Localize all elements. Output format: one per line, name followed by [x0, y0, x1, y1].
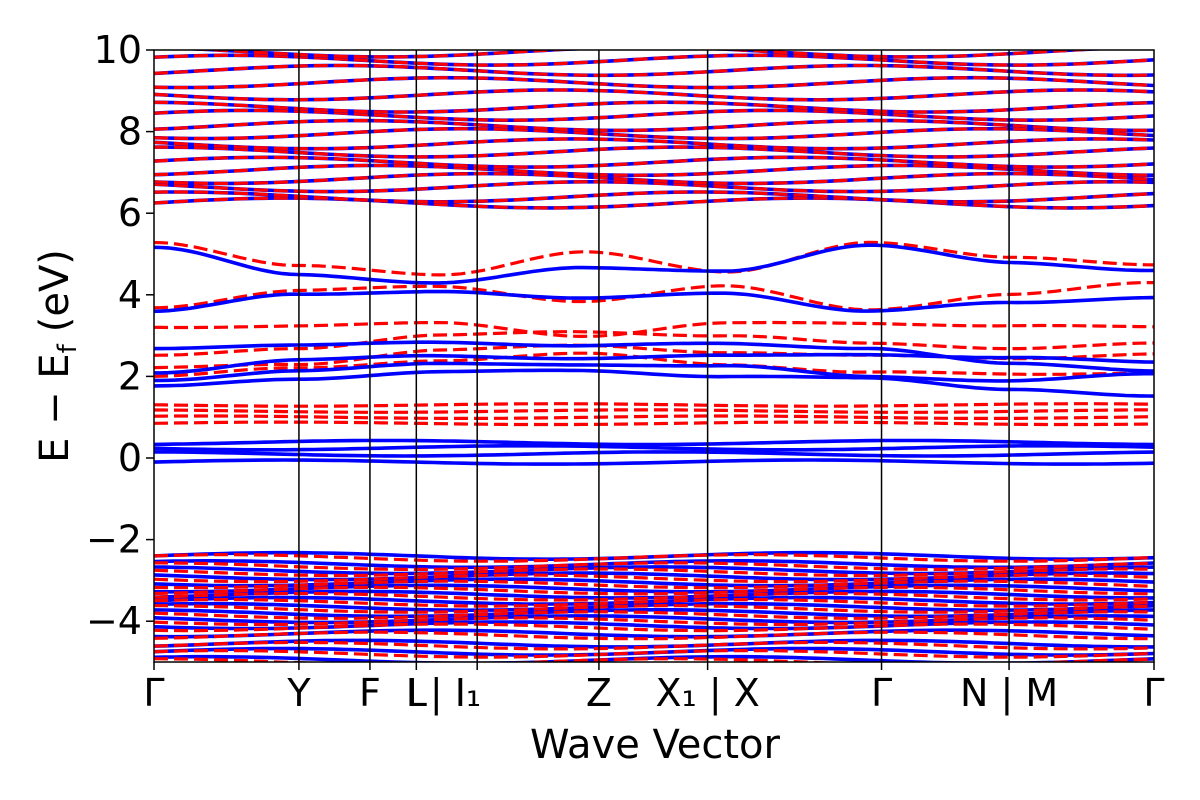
band-flat-dashed-0	[154, 420, 1154, 427]
band-valence-dashed-5	[154, 585, 1154, 596]
band-upper-dashed-11	[154, 100, 1154, 114]
x-tick-label-1: Y	[286, 671, 311, 715]
band-valence-dashed-9	[154, 610, 1154, 620]
y-axis-ticks: −4 −2 0 2 4 6 8 10	[86, 28, 154, 643]
band-conduction-solid-2	[154, 352, 1154, 375]
band-upper-dashed-15	[154, 53, 1154, 67]
y-tick-label-2: 0	[118, 436, 142, 480]
band-conduction-solid-3	[154, 340, 1154, 373]
band-valence-dashed-12	[154, 630, 1154, 641]
x-tick-label-6: X₁ | X	[655, 671, 759, 716]
band-upper-dashed-8	[154, 127, 1154, 141]
band-upper-dashed-5	[154, 155, 1154, 169]
band-conduction-solid-1	[154, 361, 1154, 383]
band-conduction-solid-5	[154, 243, 1154, 285]
y-axis-label: E − Ef (eV)	[32, 249, 83, 463]
band-upper-dashed-3	[154, 171, 1154, 185]
x-tick-label-0: Γ	[143, 671, 164, 715]
band-upper-dashed-12	[154, 88, 1154, 102]
band-upper-dashed-14	[154, 63, 1154, 77]
bands-group	[154, 50, 1154, 662]
band-valence-dashed-11	[154, 622, 1154, 633]
band-upper-dashed-10	[154, 108, 1154, 122]
x-tick-label-4: I | I₁	[407, 671, 482, 716]
band-valence-dashed-10	[154, 616, 1154, 627]
band-flat-solid-1	[154, 450, 1154, 458]
band-valence-dashed-2	[154, 567, 1154, 578]
band-conduction-dashed-5	[154, 240, 1154, 277]
y-axis-label-unit: (eV)	[32, 249, 78, 332]
band-flat-dashed-1	[154, 414, 1154, 420]
band-upper-dashed-1	[154, 190, 1154, 204]
x-axis-ticks: Γ Y F LI | I₁ Z X₁ | X Γ N | M Γ	[143, 662, 1165, 716]
x-axis-label: Wave Vector	[530, 722, 781, 768]
band-upper-dashed-13	[154, 76, 1154, 90]
band-conduction-dashed-0	[154, 351, 1154, 378]
band-upper-dashed-4	[154, 163, 1154, 177]
band-flat-dashed-3	[154, 402, 1154, 408]
x-tick-label-9: Γ	[1143, 671, 1164, 715]
y-tick-label-0: −4	[86, 599, 142, 643]
plot-frame	[153, 49, 1155, 663]
x-tick-label-7: Γ	[871, 671, 892, 715]
band-conduction-dashed-2	[154, 330, 1154, 357]
band-conduction-dashed-4	[154, 281, 1154, 312]
band-flat-solid-3	[154, 438, 1154, 447]
x-tick-label-2: F	[359, 671, 381, 715]
y-axis-label-sub: f	[53, 343, 83, 353]
band-valence-dashed-7	[154, 598, 1154, 608]
band-flat-solid-2	[154, 444, 1154, 452]
band-flat-solid-0	[154, 458, 1154, 466]
band-valence-dashed-15	[154, 657, 1154, 662]
band-conduction-solid-4	[154, 289, 1154, 314]
y-axis-label-main: E − E	[32, 353, 78, 463]
band-conduction-dashed-3	[154, 320, 1154, 339]
band-upper-dashed-2	[154, 180, 1154, 194]
kpoint-separators	[298, 50, 1010, 662]
y-tick-label-5: 6	[118, 191, 142, 235]
y-tick-label-7: 10	[94, 28, 142, 72]
band-valence-dashed-3	[154, 573, 1154, 584]
band-valence-dashed-14	[154, 649, 1154, 659]
band-flat-dashed-2	[154, 408, 1154, 414]
band-valence-dashed-6	[154, 591, 1154, 602]
band-upper-dashed-7	[154, 137, 1154, 151]
y-tick-label-4: 4	[118, 273, 142, 317]
band-conduction-solid-0	[154, 368, 1154, 398]
y-tick-label-1: −2	[86, 518, 142, 562]
band-valence-dashed-0	[154, 553, 1154, 563]
band-valence-dashed-1	[154, 561, 1154, 571]
band-valence-dashed-8	[154, 604, 1154, 614]
x-tick-label-5: Z	[586, 671, 612, 715]
band-upper-dashed-16	[183, 50, 1110, 59]
y-tick-label-3: 2	[118, 354, 142, 398]
y-tick-label-6: 8	[118, 110, 142, 154]
band-upper-dashed-9	[154, 119, 1154, 132]
x-tick-label-8: N | M	[960, 671, 1058, 716]
band-valence-dashed-13	[154, 640, 1154, 651]
x-tick-label-3: L	[406, 671, 427, 715]
band-conduction-dashed-1	[154, 343, 1154, 370]
band-valence-dashed-4	[154, 579, 1154, 590]
band-upper-dashed-6	[154, 145, 1154, 159]
